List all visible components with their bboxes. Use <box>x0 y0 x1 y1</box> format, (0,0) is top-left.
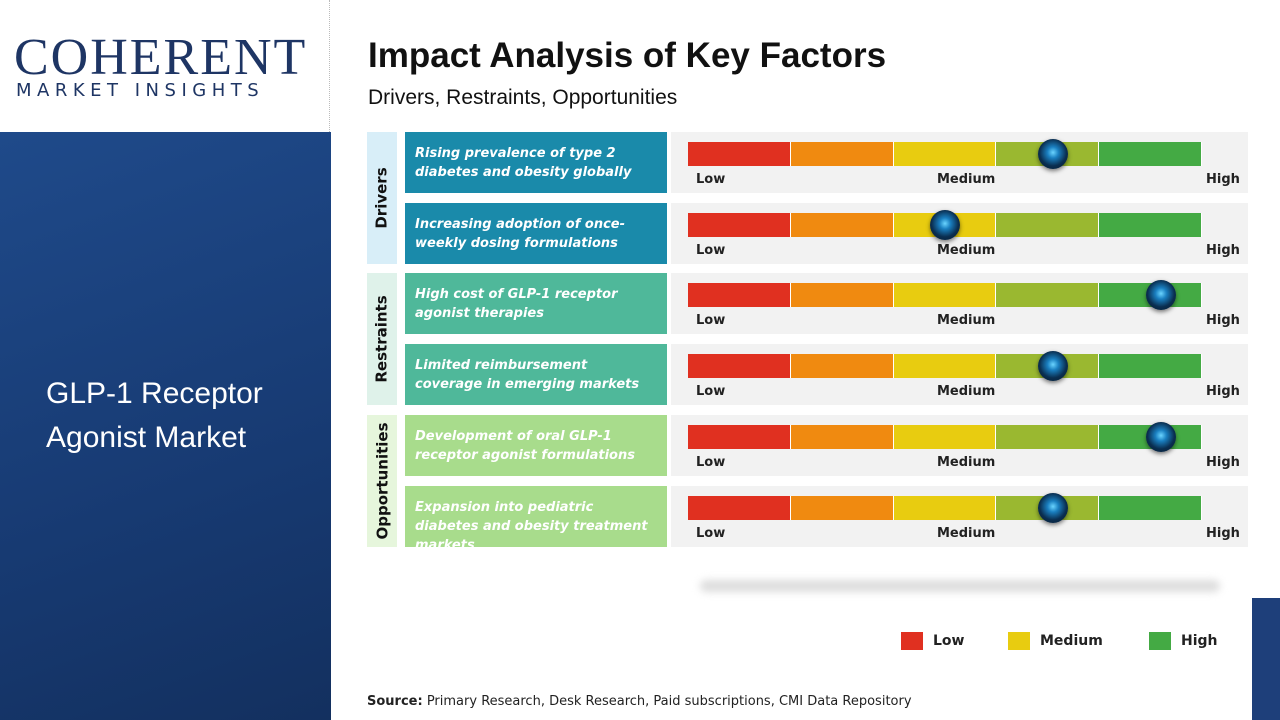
label-medium: Medium <box>937 455 996 470</box>
gauge-segment-low_mid <box>790 496 894 520</box>
legend-swatch <box>901 632 923 650</box>
impact-indicator-icon <box>1145 422 1176 452</box>
label-medium: Medium <box>937 384 996 399</box>
label-high: High <box>1206 313 1240 328</box>
legend-swatch <box>1008 632 1030 650</box>
impact-gauge: Low Medium High <box>671 132 1248 193</box>
label-low: Low <box>696 384 726 399</box>
legend-item: Medium <box>1008 632 1103 650</box>
gauge-bar <box>688 496 1202 520</box>
category-drivers: Drivers <box>367 132 397 264</box>
gauge-segment-high <box>1099 496 1202 520</box>
factor-label: Rising prevalence of type 2 diabetes and… <box>405 132 667 193</box>
impact-gauge: Low Medium High <box>671 203 1248 264</box>
gauge-segment-low <box>688 496 791 520</box>
logo: COHERENT MARKET INSIGHTS <box>0 0 330 132</box>
label-high: High <box>1206 526 1240 541</box>
market-panel: GLP-1 Receptor Agonist Market <box>0 132 331 720</box>
logo-subtext: MARKET INSIGHTS <box>16 80 265 101</box>
impact-indicator-icon <box>930 210 960 240</box>
gauge-segment-high <box>1099 354 1202 378</box>
label-low: Low <box>696 313 726 328</box>
impact-indicator-icon <box>1037 493 1068 523</box>
label-low: Low <box>696 243 726 258</box>
impact-indicator-icon <box>1145 280 1176 310</box>
gauge-segment-medium <box>893 142 997 166</box>
gauge-segment-medium <box>893 354 997 378</box>
factor-label: Development of oral GLP-1 receptor agoni… <box>405 415 667 476</box>
factor-label: Increasing adoption of once-weekly dosin… <box>405 203 667 264</box>
source: Source: Primary Research, Desk Research,… <box>367 694 912 709</box>
factor-label: Expansion into pediatric diabetes and ob… <box>405 486 667 553</box>
corner-strip <box>1252 598 1280 720</box>
gauge-segment-low_mid <box>790 354 894 378</box>
shadow <box>700 580 1220 592</box>
gauge-segment-high <box>1099 142 1202 166</box>
gauge-segment-low <box>688 425 791 449</box>
impact-gauge: Low Medium High <box>671 415 1248 476</box>
gauge-segment-low <box>688 142 791 166</box>
label-medium: Medium <box>937 172 996 187</box>
legend-item: Low <box>901 632 964 650</box>
logo-text: COHERENT <box>14 29 308 86</box>
gauge-segment-mid_high <box>996 425 1100 449</box>
impact-gauge: Low Medium High <box>671 486 1248 547</box>
category-restraints: Restraints <box>367 273 397 405</box>
gauge-segment-low_mid <box>790 142 894 166</box>
gauge-segment-medium <box>893 496 997 520</box>
gauge-segment-low <box>688 354 791 378</box>
gauge-segment-low <box>688 213 791 237</box>
gauge-bar <box>688 354 1202 378</box>
gauge-segment-low_mid <box>790 283 894 307</box>
label-medium: Medium <box>937 243 996 258</box>
market-title-1: GLP-1 Receptor <box>46 377 263 410</box>
label-high: High <box>1206 384 1240 399</box>
page-subtitle: Drivers, Restraints, Opportunities <box>368 86 678 109</box>
gauge-bar <box>688 425 1202 449</box>
label-high: High <box>1206 455 1240 470</box>
impact-gauge: Low Medium High <box>671 273 1248 334</box>
label-medium: Medium <box>937 313 996 328</box>
market-title-2: Agonist Market <box>46 421 247 454</box>
label-high: High <box>1206 243 1240 258</box>
label-high: High <box>1206 172 1240 187</box>
legend-item: High <box>1149 632 1218 650</box>
impact-gauge: Low Medium High <box>671 344 1248 405</box>
gauge-segment-medium <box>893 283 997 307</box>
gauge-segment-high <box>1099 213 1202 237</box>
category-opportunities: Opportunities <box>367 415 397 547</box>
gauge-segment-medium <box>893 425 997 449</box>
label-low: Low <box>696 455 726 470</box>
page-title: Impact Analysis of Key Factors <box>368 36 887 75</box>
gauge-bar <box>688 283 1202 307</box>
gauge-segment-low_mid <box>790 425 894 449</box>
gauge-segment-mid_high <box>996 283 1100 307</box>
label-low: Low <box>696 172 726 187</box>
gauge-segment-low_mid <box>790 213 894 237</box>
label-low: Low <box>696 526 726 541</box>
label-medium: Medium <box>937 526 996 541</box>
impact-indicator-icon <box>1037 351 1068 381</box>
factor-label: High cost of GLP-1 receptor agonist ther… <box>405 273 667 334</box>
gauge-segment-mid_high <box>996 213 1100 237</box>
gauge-segment-low <box>688 283 791 307</box>
impact-indicator-icon <box>1037 139 1068 169</box>
legend-swatch <box>1149 632 1171 650</box>
factor-label: Limited reimbursement coverage in emergi… <box>405 344 667 405</box>
gauge-bar <box>688 142 1202 166</box>
